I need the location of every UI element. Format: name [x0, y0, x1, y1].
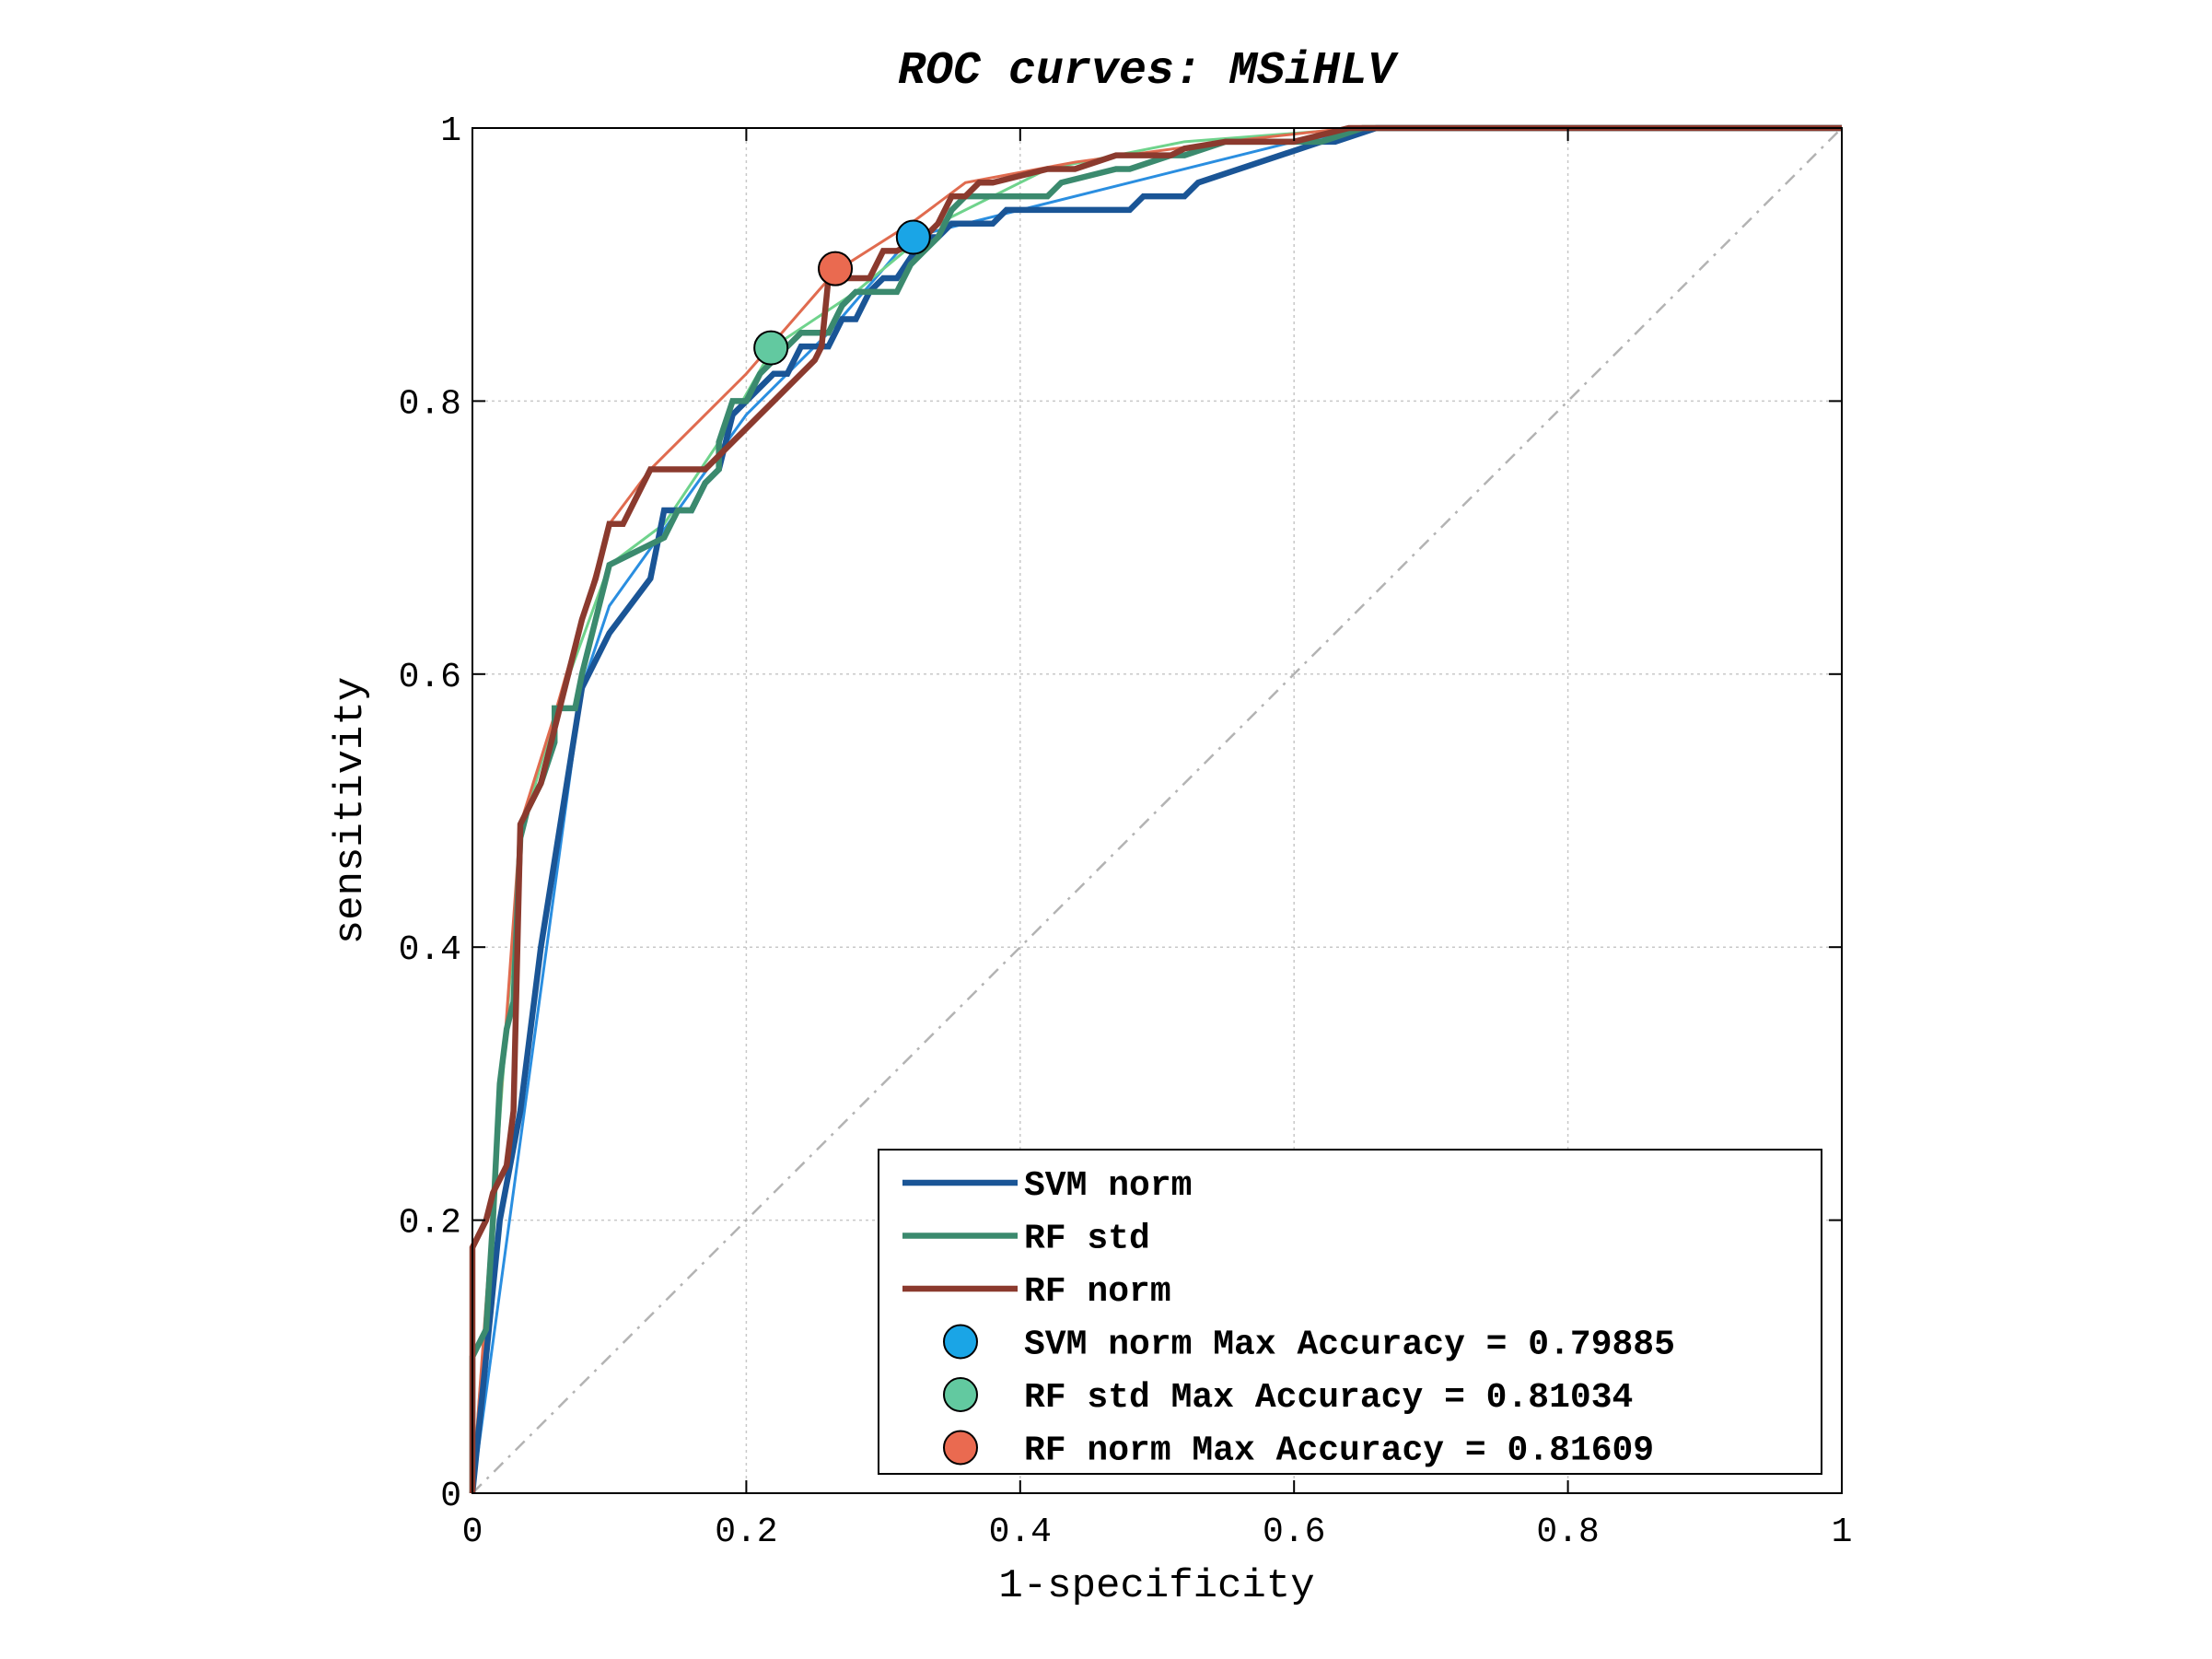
- y-tick-label: 0.6: [399, 658, 461, 697]
- x-tick-label: 0.6: [1263, 1513, 1325, 1552]
- legend-label: SVM norm Max Accuracy = 0.79885: [1024, 1326, 1675, 1365]
- x-tick-label: 0.8: [1536, 1513, 1599, 1552]
- legend-box: [878, 1149, 1822, 1475]
- legend-marker: [943, 1377, 978, 1412]
- legend-label: RF std Max Accuracy = 0.81034: [1024, 1378, 1633, 1418]
- x-axis-label: 1-specificity: [998, 1563, 1314, 1609]
- x-tick-label: 0.2: [715, 1513, 777, 1552]
- y-tick-label: 0.8: [399, 384, 461, 424]
- reference-diagonal-line: [472, 127, 1843, 1494]
- legend-label: SVM norm: [1024, 1166, 1192, 1206]
- x-tick-label: 0.4: [989, 1513, 1052, 1552]
- max-accuracy-point-1: [895, 219, 931, 255]
- chart-title: ROC curves: MSiHLV: [898, 45, 1399, 98]
- x-tick-label: 0: [462, 1513, 483, 1552]
- y-axis-label: sensitivity: [328, 677, 374, 944]
- legend-entries: SVM norm RF std RF norm SVM norm Max Accura…: [902, 1166, 1675, 1471]
- roc-line-rf-norm: [469, 124, 1842, 1493]
- legend: SVM norm RF std RF norm SVM norm Max Accura…: [878, 1149, 1822, 1475]
- legend-marker: [943, 1430, 978, 1466]
- max-accuracy-points: [753, 219, 931, 366]
- legend-label: RF norm: [1024, 1272, 1171, 1312]
- y-tick-label: 0.4: [399, 930, 461, 970]
- max-accuracy-point-2: [753, 330, 789, 366]
- x-tick-label: 1: [1832, 1513, 1853, 1552]
- roc-line-svm-norm: [469, 124, 1842, 1494]
- axis-ticks: 0 0.2 0.4 0.6 0.8 1 0 0.2 0.4 0.6 0.8 1: [399, 111, 1853, 1552]
- legend-marker: [943, 1324, 978, 1360]
- y-tick-label: 0.2: [399, 1204, 461, 1244]
- max-accuracy-point-3: [818, 251, 854, 286]
- plot-area-frame: [472, 127, 1843, 1494]
- legend-label: RF norm Max Accuracy = 0.81609: [1024, 1431, 1654, 1471]
- legend-label: RF std: [1024, 1220, 1150, 1259]
- y-tick-label: 1: [440, 111, 461, 151]
- y-tick-label: 0: [440, 1477, 461, 1516]
